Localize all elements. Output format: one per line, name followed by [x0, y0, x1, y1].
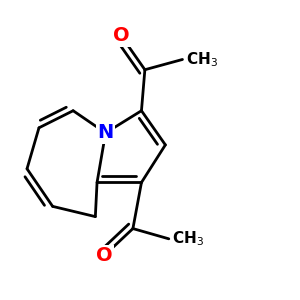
Text: N: N: [98, 123, 114, 142]
Text: CH$_3$: CH$_3$: [186, 50, 218, 69]
Text: CH$_3$: CH$_3$: [172, 230, 204, 248]
Text: O: O: [96, 246, 112, 266]
Text: O: O: [112, 26, 129, 45]
